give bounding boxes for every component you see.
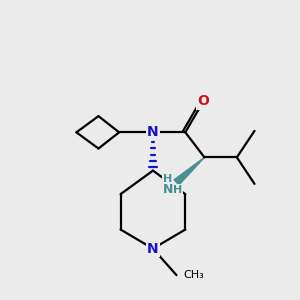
- Text: O: O: [197, 94, 209, 108]
- Text: N: N: [147, 242, 159, 256]
- Text: H: H: [173, 185, 183, 195]
- Text: N: N: [163, 183, 173, 196]
- Text: CH₃: CH₃: [184, 270, 205, 280]
- Text: H: H: [163, 174, 172, 184]
- Text: N: N: [147, 125, 159, 139]
- Polygon shape: [174, 158, 205, 185]
